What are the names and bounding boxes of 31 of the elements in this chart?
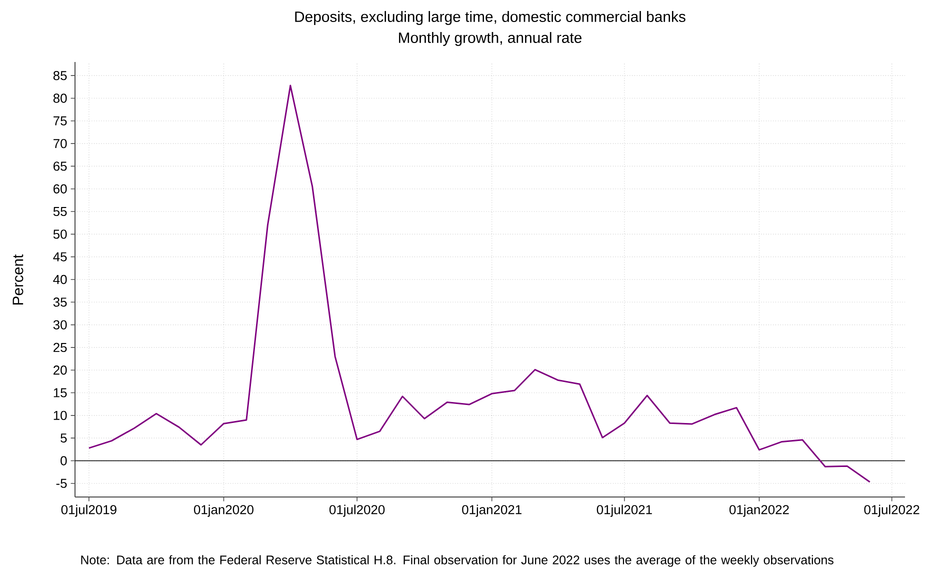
y-tick-label: 50 bbox=[53, 230, 67, 239]
chart-subtitle: Monthly growth, annual rate bbox=[399, 32, 582, 46]
x-tick-label: 01jul2022 bbox=[864, 504, 920, 517]
x-tick-label: 01jul2021 bbox=[596, 504, 652, 517]
y-tick-label: 85 bbox=[53, 70, 67, 80]
y-tick-label: 55 bbox=[53, 207, 67, 216]
y-tick-label: 40 bbox=[53, 274, 67, 284]
x-tick-label: 01jan2022 bbox=[729, 504, 789, 517]
y-tick-label: 10 bbox=[54, 410, 67, 420]
line-series bbox=[88, 84, 871, 483]
x-tick-label: 01jan2021 bbox=[462, 504, 522, 517]
text: Note: Data are from the Federal Reserve Statistical H.8. Final observation for June 2022 uses the average of the weekly observations bbox=[81, 555, 834, 567]
y-tick-label: 60 bbox=[54, 184, 67, 194]
y-tick-label: 20 bbox=[54, 366, 67, 375]
y-tick-label: 75 bbox=[54, 116, 67, 126]
y-tick-label: 45 bbox=[53, 252, 67, 262]
y-tick-label: 70 bbox=[54, 138, 67, 148]
y-tick-label: 5 bbox=[60, 434, 67, 443]
y-tick-label: 25 bbox=[54, 342, 67, 352]
x-tick-label: 01jul2020 bbox=[329, 504, 385, 517]
y-tick-label: 65 bbox=[54, 162, 67, 171]
chart-title: Deposits, excluding large time, domestic commercial banks bbox=[295, 11, 686, 25]
y-tick-label: 15 bbox=[54, 388, 67, 398]
y-tick-label: -5 bbox=[56, 478, 67, 488]
y-axis-title: Percent bbox=[12, 254, 24, 305]
x-tick-label: 01jan2020 bbox=[194, 504, 254, 517]
y-tick-label: 0 bbox=[60, 456, 67, 466]
x-tick-label: 01jul2019 bbox=[61, 504, 116, 517]
y-tick-label: 30 bbox=[53, 320, 67, 330]
y-tick-label: 35 bbox=[53, 298, 67, 307]
y-tick-label: 80 bbox=[53, 94, 67, 103]
